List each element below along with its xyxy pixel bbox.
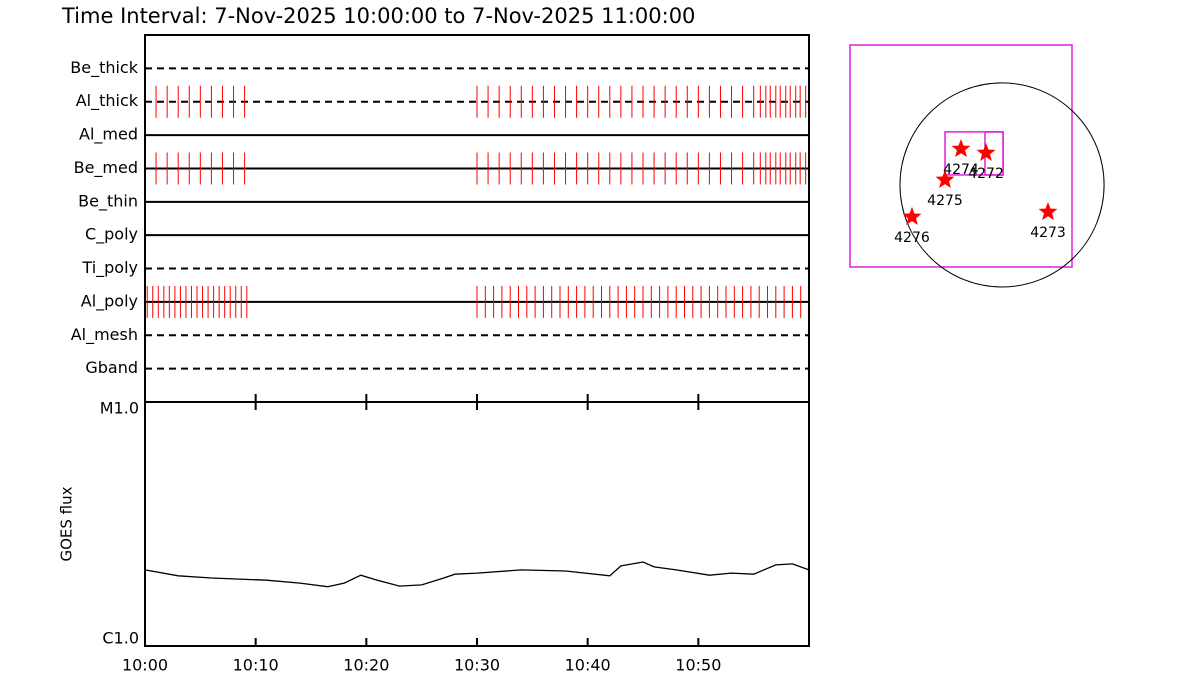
x-tick-label: 10:20 (343, 656, 389, 675)
region-label: 4273 (1030, 225, 1066, 241)
x-tick-label: 10:40 (565, 656, 611, 675)
region-marker (902, 206, 922, 225)
region-marker (951, 139, 971, 157)
filter-label: Al_mesh (71, 325, 138, 345)
x-tick-label: 10:50 (675, 656, 721, 675)
x-tick-label: 10:30 (454, 656, 500, 675)
y-tick-label: M1.0 (100, 399, 139, 418)
filter-label: Al_thick (76, 91, 139, 111)
region-label: 4272 (968, 166, 1004, 182)
region-marker (1038, 202, 1058, 221)
filter-label: Al_poly (81, 291, 138, 311)
chart-title: Time Interval: 7-Nov-2025 10:00:00 to 7-… (61, 4, 695, 28)
region-label: 4275 (927, 193, 963, 209)
filter-label: C_poly (85, 225, 138, 245)
filter-label: Be_thick (70, 58, 138, 78)
map-frame (849, 44, 1073, 268)
goes-line (144, 561, 810, 588)
filter-label: Be_thin (78, 191, 138, 211)
region-label: 4276 (894, 230, 930, 246)
filter-label: Gband (85, 358, 138, 377)
x-tick-label: 10:00 (122, 656, 168, 675)
plot-frame (144, 401, 810, 647)
y-axis-label: GOES flux (58, 486, 76, 561)
filter-label: Al_med (79, 125, 138, 145)
filter-label: Be_med (74, 158, 138, 178)
solar-limb (899, 82, 1105, 288)
x-tick-label: 10:10 (233, 656, 279, 675)
filter-label: Ti_poly (81, 258, 138, 278)
y-tick-label: C1.0 (102, 629, 139, 648)
region-marker (976, 142, 996, 161)
region-marker (935, 169, 955, 188)
region-label: 4274 (943, 162, 979, 178)
